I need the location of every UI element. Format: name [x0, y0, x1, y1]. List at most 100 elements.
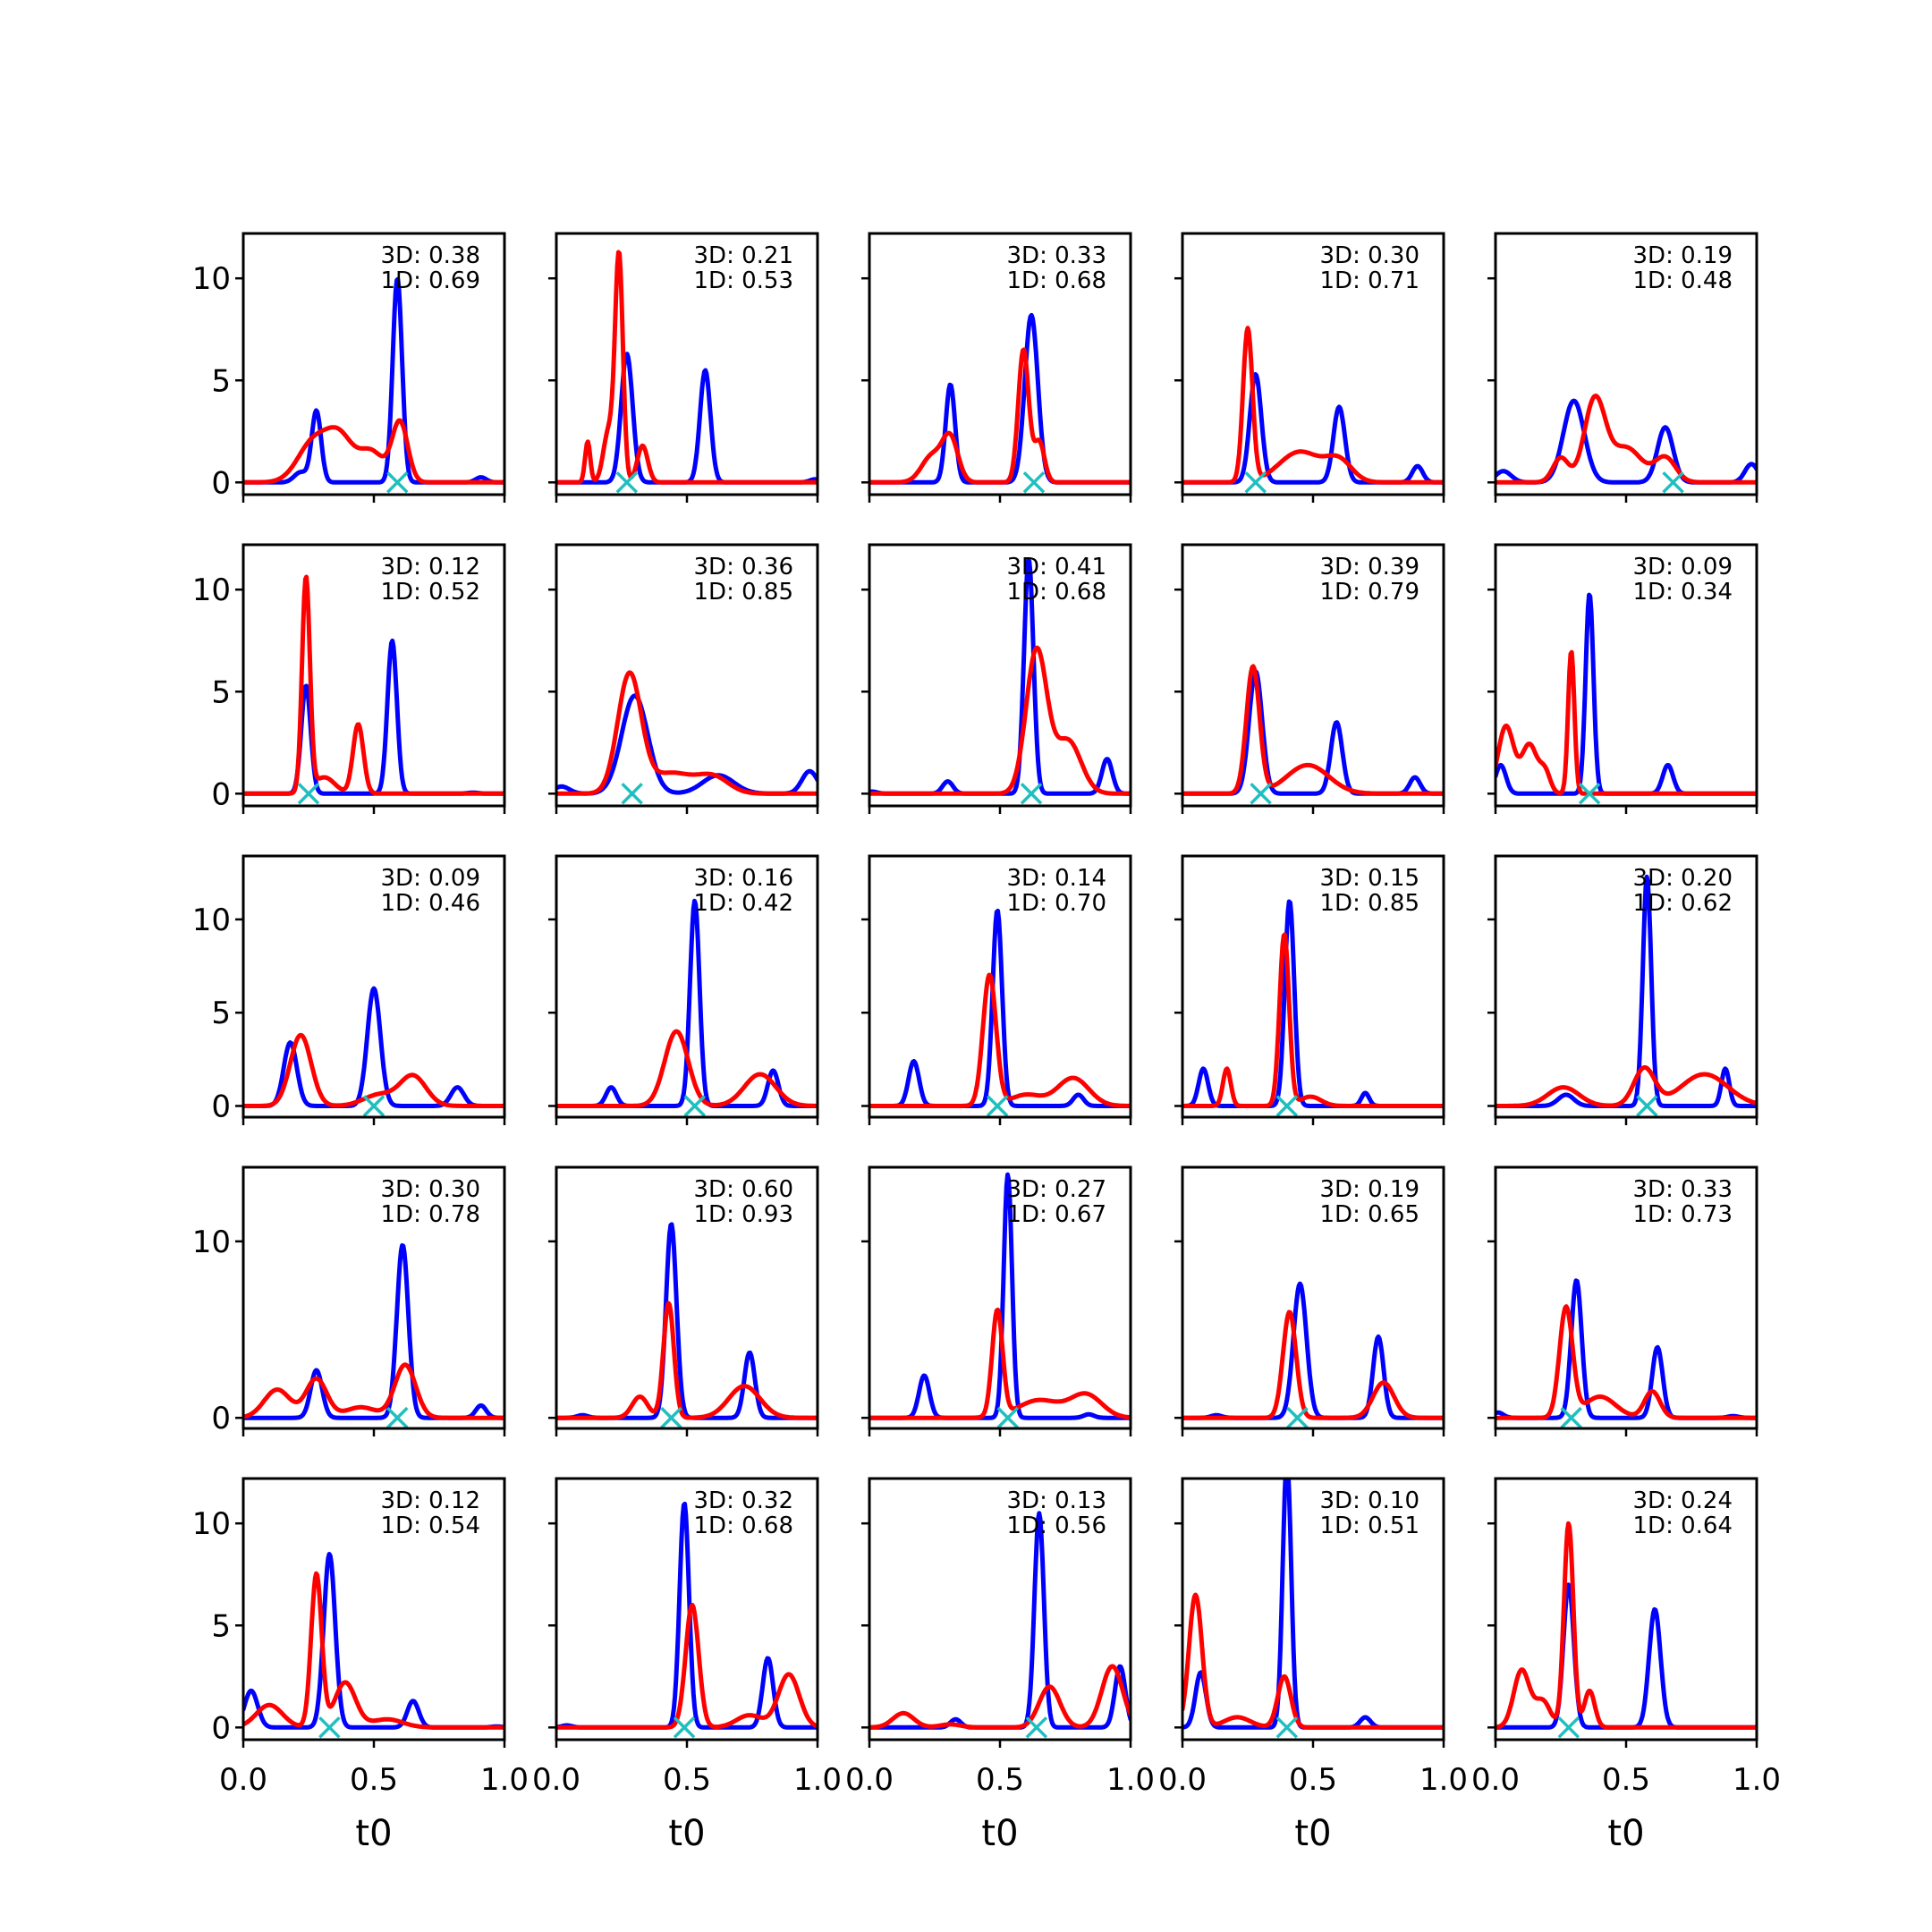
y-tick-label: 0 — [211, 776, 231, 812]
true-t0-marker — [1636, 1095, 1658, 1117]
true-t0-marker — [318, 1716, 341, 1739]
red-density-curve — [556, 670, 818, 796]
annotation-3d: 3D: 0.09 — [1633, 554, 1733, 580]
blue-density-curve — [243, 986, 504, 1108]
y-tick-label: 10 — [192, 1224, 231, 1260]
annotation-1d: 1D: 0.68 — [1007, 267, 1106, 294]
true-t0-marker — [621, 783, 643, 805]
red-density-curve — [243, 1032, 504, 1108]
true-t0-marker — [386, 471, 409, 494]
y-tick-label: 10 — [192, 902, 231, 938]
blue-density-curve — [1496, 874, 1757, 1108]
x-tick-label: 1.0 — [793, 1762, 842, 1798]
red-density-curve — [869, 1664, 1131, 1730]
x-tick-label: 1.0 — [1419, 1762, 1468, 1798]
true-t0-marker — [1662, 471, 1684, 494]
annotation-1d: 1D: 0.34 — [1633, 579, 1733, 606]
red-density-curve — [869, 347, 1131, 485]
annotation-1d: 1D: 0.68 — [1007, 579, 1106, 606]
y-tick-label: 5 — [211, 996, 231, 1031]
annotation-3d: 3D: 0.33 — [1007, 242, 1106, 269]
annotation-3d: 3D: 0.20 — [1633, 865, 1733, 892]
annotation-1d: 1D: 0.62 — [1633, 890, 1733, 917]
annotation-3d: 3D: 0.15 — [1320, 865, 1419, 892]
x-tick-label: 1.0 — [1733, 1762, 1781, 1798]
true-t0-marker — [1244, 471, 1267, 494]
x-tick-label: 0.5 — [663, 1762, 711, 1798]
true-t0-marker — [1250, 783, 1272, 805]
true-t0-marker — [1578, 783, 1601, 805]
red-density-curve — [243, 574, 504, 796]
y-tick-label: 5 — [211, 674, 231, 710]
y-tick-label: 10 — [192, 1506, 231, 1542]
annotation-1d: 1D: 0.67 — [1007, 1201, 1106, 1228]
red-density-curve — [1496, 1064, 1757, 1108]
true-t0-marker — [386, 1406, 409, 1429]
annotation-1d: 1D: 0.51 — [1320, 1513, 1419, 1539]
annotation-3d: 3D: 0.60 — [694, 1176, 793, 1203]
annotation-3d: 3D: 0.14 — [1007, 865, 1106, 892]
annotation-1d: 1D: 0.78 — [381, 1201, 480, 1228]
annotation-1d: 1D: 0.53 — [694, 267, 793, 294]
true-t0-marker — [615, 471, 639, 494]
annotation-3d: 3D: 0.30 — [381, 1176, 480, 1203]
annotation-1d: 1D: 0.69 — [381, 267, 480, 294]
annotation-3d: 3D: 0.12 — [381, 1487, 480, 1514]
annotation-3d: 3D: 0.19 — [1633, 242, 1733, 269]
annotation-3d: 3D: 0.24 — [1633, 1487, 1733, 1514]
blue-density-curve — [869, 1172, 1131, 1420]
annotation-1d: 1D: 0.85 — [694, 579, 793, 606]
x-tick-label: 0.5 — [976, 1762, 1024, 1798]
red-density-curve — [869, 972, 1131, 1108]
red-density-curve — [869, 645, 1131, 796]
x-tick-label: 0.0 — [1471, 1762, 1520, 1798]
x-tick-label: 0.0 — [845, 1762, 894, 1798]
y-tick-label: 10 — [192, 572, 231, 608]
annotation-1d: 1D: 0.71 — [1320, 267, 1419, 294]
true-t0-marker — [1020, 783, 1043, 805]
true-t0-marker — [673, 1716, 696, 1739]
annotation-1d: 1D: 0.42 — [694, 890, 793, 917]
y-tick-label: 5 — [211, 1608, 231, 1644]
x-tick-label: 1.0 — [480, 1762, 529, 1798]
y-tick-label: 10 — [192, 261, 231, 297]
annotation-1d: 1D: 0.48 — [1633, 267, 1733, 294]
red-density-curve — [1496, 394, 1757, 485]
x-tick-label: 0.5 — [1602, 1762, 1650, 1798]
red-density-curve — [1496, 1304, 1757, 1420]
x-tick-label: 0.0 — [532, 1762, 580, 1798]
annotation-3d: 3D: 0.21 — [694, 242, 793, 269]
annotation-1d: 1D: 0.64 — [1633, 1513, 1733, 1539]
annotation-3d: 3D: 0.39 — [1320, 554, 1419, 580]
annotation-3d: 3D: 0.19 — [1320, 1176, 1419, 1203]
red-density-curve — [1182, 326, 1444, 485]
y-tick-label: 5 — [211, 363, 231, 399]
red-density-curve — [1182, 1592, 1444, 1730]
red-density-curve — [1182, 664, 1444, 796]
x-tick-label: 0.0 — [219, 1762, 267, 1798]
red-density-curve — [556, 1301, 818, 1420]
red-density-curve — [556, 1029, 818, 1108]
true-t0-marker — [1025, 1716, 1048, 1739]
y-tick-label: 0 — [211, 465, 231, 501]
red-density-curve — [243, 1571, 504, 1730]
annotation-3d: 3D: 0.27 — [1007, 1176, 1106, 1203]
x-axis-label: t0 — [668, 1813, 705, 1854]
annotation-1d: 1D: 0.70 — [1007, 890, 1106, 917]
y-tick-label: 0 — [211, 1089, 231, 1124]
